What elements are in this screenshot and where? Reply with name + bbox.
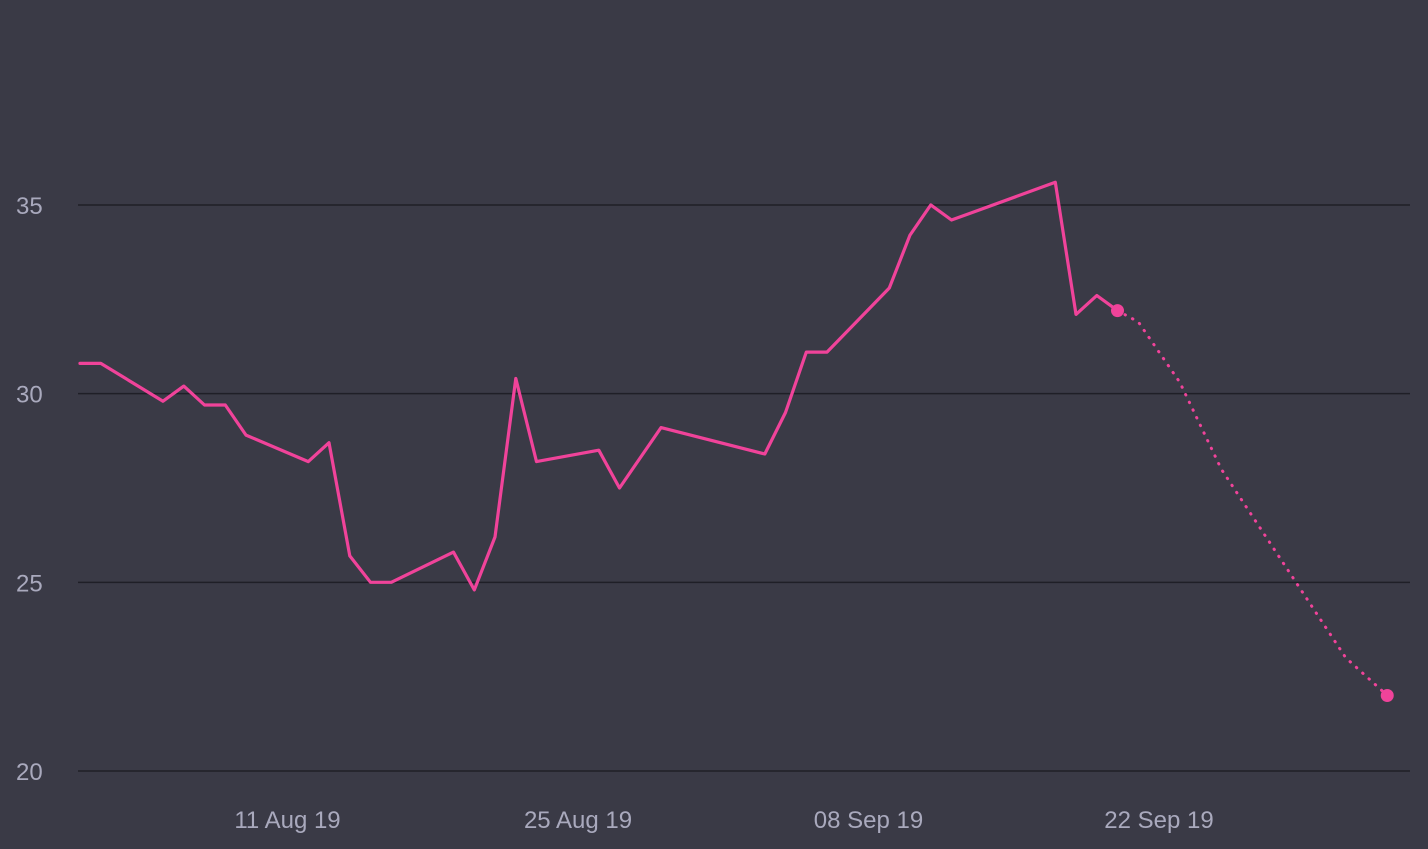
- gridlines: [78, 204, 1410, 772]
- x-axis-ticks: 11 Aug 19 25 Aug 19 08 Sep 19 22 Sep 19: [234, 807, 1213, 834]
- x-tick-label: 08 Sep 19: [814, 807, 923, 834]
- x-tick-label: 25 Aug 19: [524, 807, 632, 834]
- y-tick-label: 30: [16, 382, 43, 409]
- data-point-marker: [1111, 304, 1124, 318]
- y-tick-label: 35: [16, 193, 43, 220]
- endpoint-markers: [1111, 304, 1394, 703]
- x-tick-label: 11 Aug 19: [234, 807, 340, 834]
- y-tick-label: 25: [16, 570, 43, 597]
- series-line-forecast: [1116, 309, 1389, 697]
- series-line-actual: [78, 180, 1120, 592]
- y-axis-ticks: 20 25 30 35: [16, 193, 43, 786]
- series-lines: [78, 180, 1389, 697]
- y-tick-label: 20: [16, 759, 43, 786]
- x-tick-label: 22 Sep 19: [1104, 807, 1213, 834]
- data-point-marker: [1380, 689, 1394, 703]
